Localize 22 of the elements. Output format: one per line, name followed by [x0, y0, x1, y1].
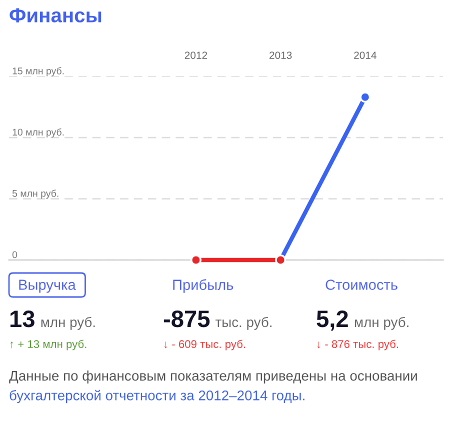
text: ↑ + 13 млн руб. — [10, 340, 86, 350]
y-tick-label: 5 млн руб. — [12, 190, 58, 199]
category-label: Прибыль — [173, 279, 234, 293]
y-tick-label: 15 млн руб. — [12, 67, 64, 76]
text: ↓ - 609 тыс. руб. — [164, 340, 246, 350]
text: млн руб. — [41, 316, 95, 330]
y-tick-label: 0 — [12, 251, 18, 258]
text: Данные по финансовым показателям приведены на основании — [9, 370, 417, 384]
x-tick-label: 2014 — [354, 52, 376, 59]
category-label: Стоимость — [326, 280, 398, 290]
category-label: Выручка — [19, 280, 76, 293]
text: 13 — [10, 310, 34, 328]
text: бухгалтерской отчетности за 2012–2014 годы. — [10, 390, 304, 404]
y-tick-label: 10 млн руб. — [12, 128, 64, 138]
text: 5,2 — [316, 310, 348, 331]
x-tick-label: 2013 — [270, 52, 292, 59]
x-tick-label: 2012 — [184, 52, 208, 59]
chart-title: Финансы — [10, 8, 102, 22]
text: -875 — [164, 310, 210, 328]
text: ↓ - 876 тыс. руб. — [317, 340, 398, 350]
text: тыс. руб. — [215, 316, 272, 330]
text: млн руб. — [354, 316, 408, 330]
